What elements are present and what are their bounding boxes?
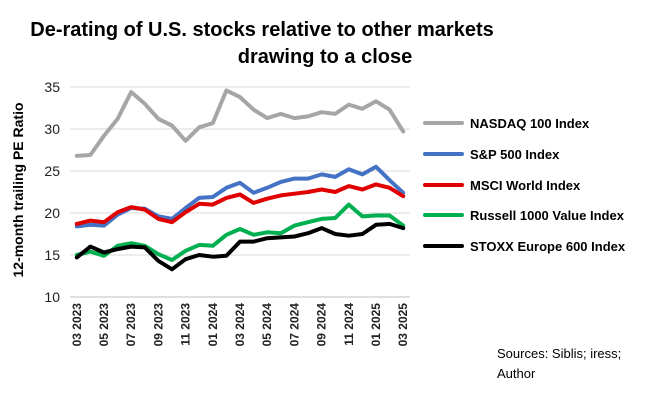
y-axis-ticks: 10 15 20 25 30 35 xyxy=(44,79,60,305)
x-tick-label: 11 2023 xyxy=(179,303,193,346)
y-tick-label: 20 xyxy=(44,205,60,221)
series-lines xyxy=(74,88,406,272)
y-tick-label: 15 xyxy=(44,247,60,263)
x-tick-label: 07 2023 xyxy=(124,303,138,347)
x-tick-label: 09 2023 xyxy=(151,303,165,347)
legend-label: NASDAQ 100 Index xyxy=(470,116,590,131)
x-tick-label: 01 2024 xyxy=(206,303,220,347)
legend-label: MSCI World Index xyxy=(470,178,581,193)
x-axis-ticks: 03 2023 05 2023 07 2023 09 2023 11 2023 01 20… xyxy=(70,303,410,347)
x-tick-label: 05 2024 xyxy=(260,303,274,347)
x-tick-label: 07 2024 xyxy=(287,303,301,347)
gridlines xyxy=(70,86,410,298)
chart-title-line-1: De-rating of U.S. stocks relative to oth… xyxy=(30,19,493,41)
x-tick-label: 03 2023 xyxy=(70,303,84,347)
x-tick-label: 11 2024 xyxy=(342,303,356,346)
y-tick-label: 35 xyxy=(44,79,60,95)
x-tick-label: 05 2023 xyxy=(97,303,111,347)
y-tick-label: 25 xyxy=(44,163,60,179)
legend-label: Russell 1000 Value Index xyxy=(470,208,625,223)
x-tick-label: 01 2025 xyxy=(369,303,383,347)
series-line-nasdaq-100-index xyxy=(74,88,406,158)
series-line-msci-world-index xyxy=(74,182,406,226)
x-tick-label: 09 2024 xyxy=(315,303,329,347)
y-tick-label: 10 xyxy=(44,289,60,305)
y-axis-label: 12-month trailing PE Ratio xyxy=(10,102,26,277)
series-line-stoxx-europe-600-index xyxy=(74,221,406,272)
source-note-line-2: Author xyxy=(497,366,536,381)
x-tick-label: 03 2025 xyxy=(396,303,410,347)
legend: NASDAQ 100 Index S&P 500 Index MSCI World … xyxy=(423,116,626,254)
legend-label: S&P 500 Index xyxy=(470,147,560,162)
y-tick-label: 30 xyxy=(44,121,60,137)
source-note-line-1: Sources: Siblis; iress; xyxy=(497,346,621,361)
legend-label: STOXX Europe 600 Index xyxy=(470,239,626,254)
chart-title-line-2: drawing to a close xyxy=(238,46,412,68)
x-tick-label: 03 2024 xyxy=(233,303,247,347)
series-line-russell-1000-value-index xyxy=(74,202,406,262)
